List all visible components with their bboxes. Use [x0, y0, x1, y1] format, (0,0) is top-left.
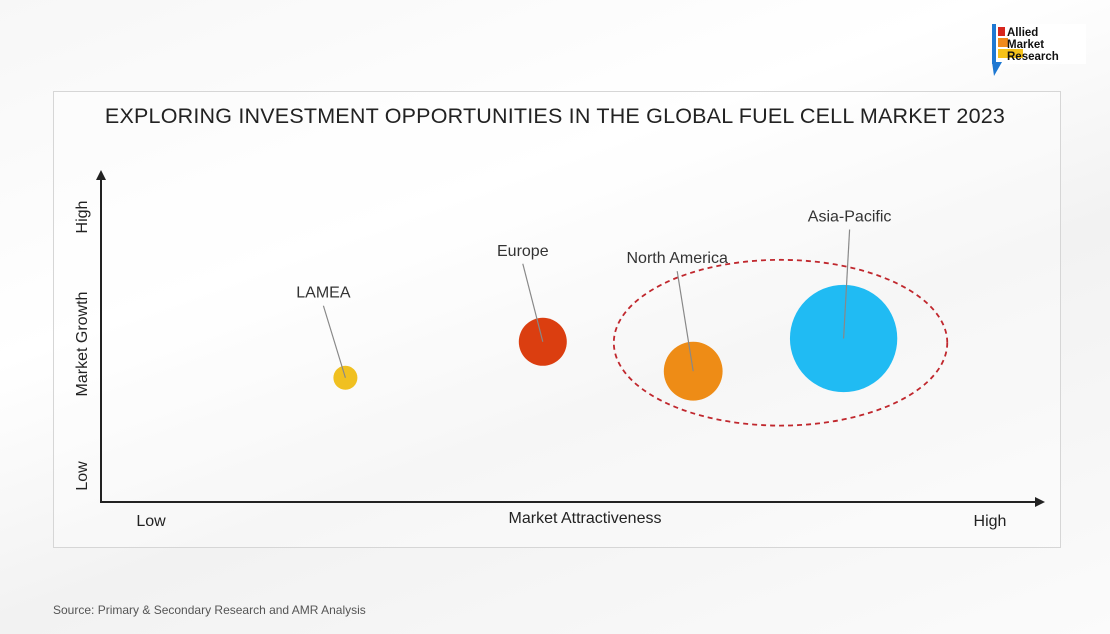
label-europe: Europe — [497, 243, 549, 260]
brand-line-3: Research — [1007, 51, 1059, 63]
y-tick-low: Low — [74, 461, 91, 491]
leader-line-europe — [522, 263, 544, 342]
leader-line-north-america — [676, 271, 694, 372]
x-axis-label: Market Attractiveness — [509, 510, 662, 527]
highlight-ellipse — [612, 258, 949, 427]
bubble-north-america — [663, 341, 723, 401]
x-tick-low: Low — [136, 513, 166, 530]
allied-market-research-logo — [992, 24, 1086, 76]
brand-name: Allied Market Research — [1007, 27, 1059, 63]
brand-line-1: Allied — [1007, 27, 1039, 39]
brand-line-2: Market — [1007, 39, 1045, 51]
y-axis-label: Market Growth — [74, 292, 91, 397]
source-note: Source: Primary & Secondary Research and… — [53, 603, 366, 617]
chart-title: EXPLORING INVESTMENT OPPORTUNITIES IN TH… — [104, 104, 1006, 128]
label-asia-pacific: Asia-Pacific — [808, 209, 892, 226]
x-tick-high: High — [974, 513, 1007, 530]
leader-line-asia-pacific — [843, 229, 851, 339]
leader-line-lamea — [322, 305, 346, 378]
label-north-america: North America — [627, 250, 728, 267]
label-lamea: LAMEA — [296, 285, 351, 302]
y-tick-high: High — [74, 201, 91, 234]
